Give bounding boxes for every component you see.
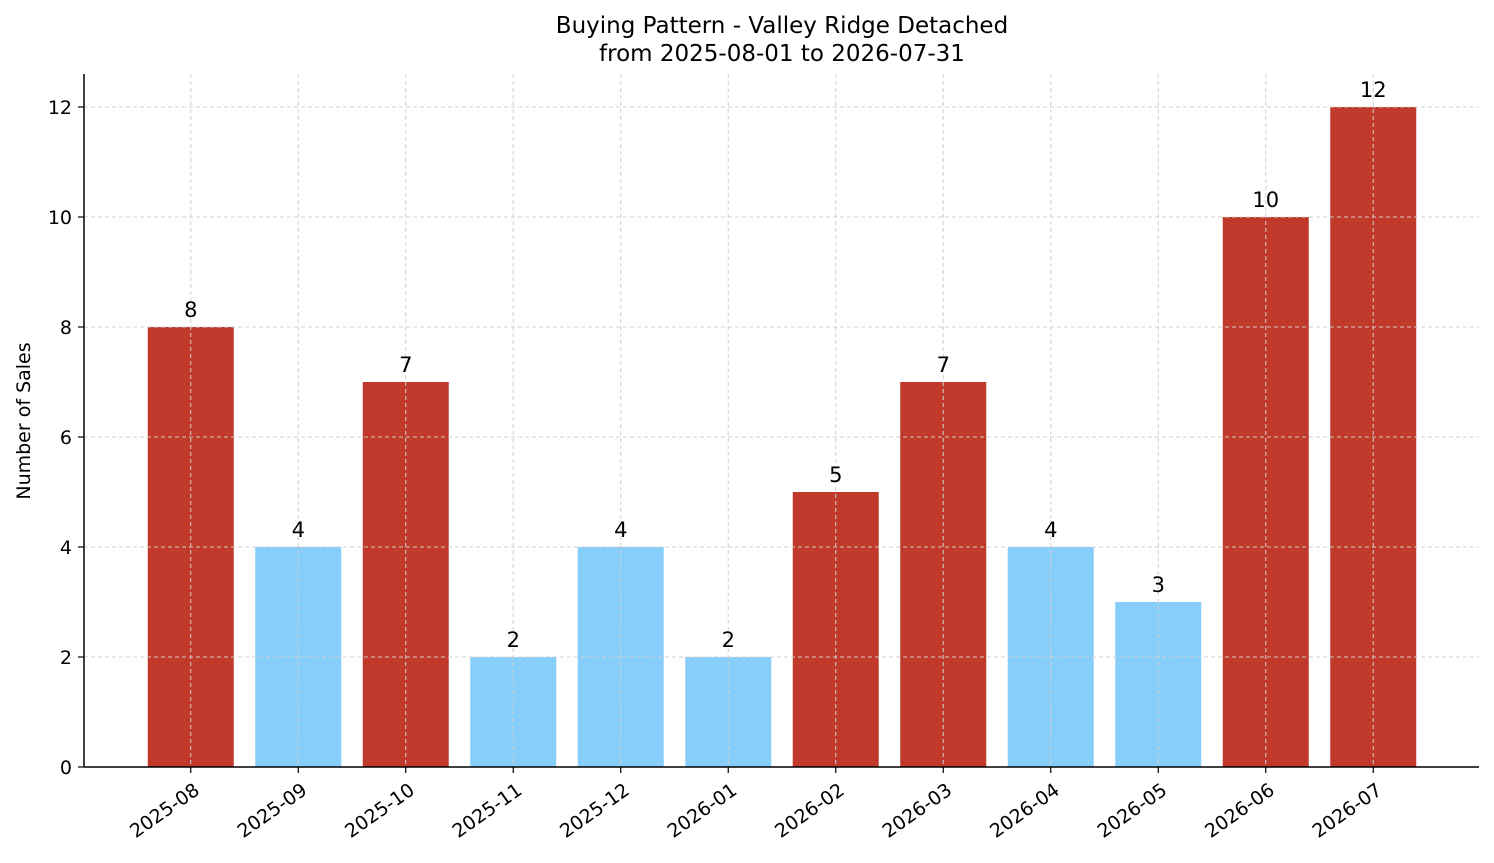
chart-title: Buying Pattern - Valley Ridge Detached <box>556 13 1008 39</box>
y-tick-label: 6 <box>60 427 72 449</box>
x-tick-label: 2025-12 <box>556 779 634 843</box>
chart-subtitle: from 2025-08-01 to 2026-07-31 <box>599 41 965 67</box>
x-tick-label: 2026-05 <box>1093 779 1171 843</box>
bar-value-label: 2 <box>507 628 520 652</box>
y-tick-label: 8 <box>60 317 72 339</box>
value-labels-layer: 8 4 7 2 4 2 5 7 4 3 10 12 <box>184 78 1387 652</box>
bar-value-label: 10 <box>1252 188 1279 212</box>
y-tick-label: 0 <box>60 757 72 779</box>
x-tick-label: 2025-10 <box>341 779 419 843</box>
bar-value-label: 5 <box>829 463 842 487</box>
x-tick-label: 2026-06 <box>1201 779 1279 843</box>
x-tick-label: 2026-03 <box>878 779 956 843</box>
x-tick-label: 2026-01 <box>663 779 741 843</box>
y-tick-label: 10 <box>48 207 72 229</box>
bar-value-label: 4 <box>614 518 627 542</box>
y-tick-label: 12 <box>48 97 72 119</box>
y-axis-label: Number of Sales <box>13 342 35 499</box>
x-tick-label: 2026-07 <box>1308 779 1386 843</box>
bar-value-label: 8 <box>184 298 197 322</box>
bar-value-label: 2 <box>722 628 735 652</box>
y-tick-label: 4 <box>60 537 72 559</box>
x-tick-label: 2026-04 <box>986 779 1064 843</box>
x-tick-label: 2025-11 <box>448 779 526 843</box>
y-tick-label: 2 <box>60 647 72 669</box>
x-tick-label: 2025-09 <box>233 779 311 843</box>
bar-value-label: 4 <box>1044 518 1057 542</box>
bar-value-label: 4 <box>292 518 305 542</box>
bar-value-label: 7 <box>937 353 950 377</box>
grid-layer <box>84 74 1479 767</box>
x-tick-label: 2025-08 <box>126 779 204 843</box>
x-tick-label: 2026-02 <box>771 779 849 843</box>
bar-value-label: 7 <box>399 353 412 377</box>
bar-value-label: 3 <box>1152 573 1165 597</box>
bar-value-label: 12 <box>1360 78 1387 102</box>
